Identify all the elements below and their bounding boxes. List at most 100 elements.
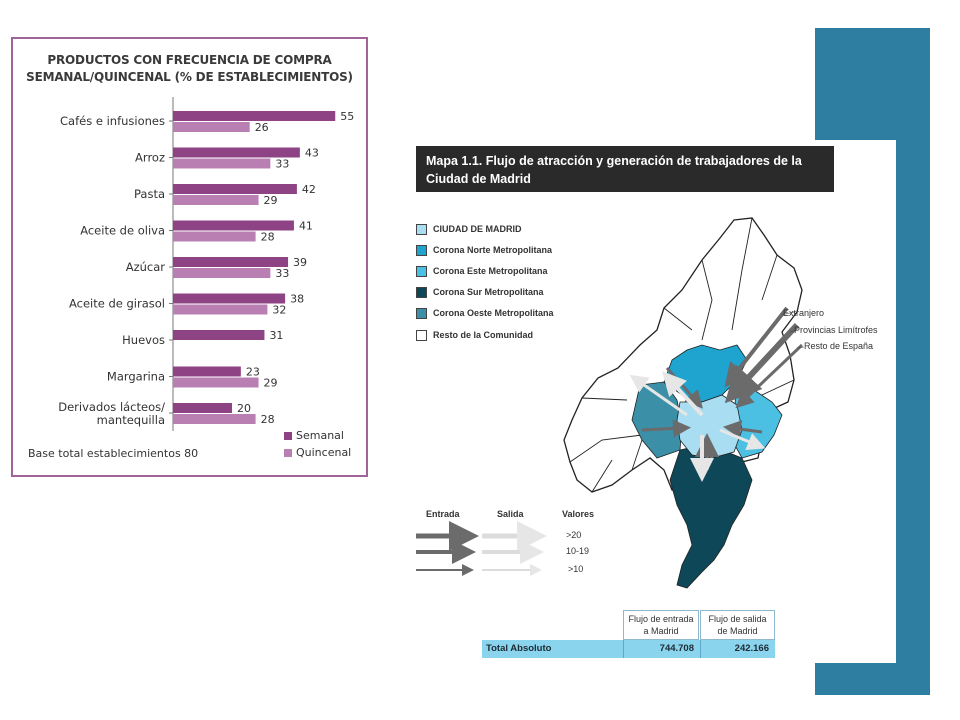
- table-header-salida-line-2: de Madrid: [717, 626, 758, 636]
- chart-bar-quincenal: [173, 122, 250, 132]
- chart-data-label: 41: [299, 220, 313, 233]
- arrow-entrada-oeste: [641, 419, 691, 438]
- flow-legend-entrada: Entrada: [426, 509, 460, 519]
- chart-category-label-line: Derivados lácteos/: [58, 400, 165, 414]
- chart-bar-quincenal: [173, 414, 256, 424]
- chart-bar-quincenal: [173, 231, 256, 242]
- flow-legend-value-2: 10-19: [566, 546, 590, 556]
- map-legend-norte: Corona Norte Metropolitana: [416, 245, 553, 257]
- chart-category-label-line: Azúcar: [126, 260, 166, 274]
- chart-bar-semanal: [173, 184, 297, 194]
- chart-data-label: 29: [264, 377, 278, 390]
- map-legend-sur-label: Corona Sur Metropolitana: [433, 287, 544, 297]
- chart-category-label: Arroz: [135, 151, 165, 165]
- bar-chart-panel: PRODUCTOS CON FRECUENCIA DE COMPRA SEMAN…: [11, 37, 368, 477]
- map-legend-oeste-label: Corona Oeste Metropolitana: [433, 308, 554, 318]
- table-header-salida-line-1: Flujo de salida: [708, 614, 767, 624]
- chart-data-label: 31: [269, 329, 283, 342]
- chart-bar-semanal: [173, 220, 294, 231]
- arrow-resto-espana: [735, 343, 804, 409]
- legend-semanal-label: Semanal: [296, 429, 344, 442]
- map-legend-ciudad: CIUDAD DE MADRID: [416, 224, 522, 236]
- chart-data-label: 38: [290, 293, 304, 306]
- flow-legend-valores: Valores: [562, 509, 595, 519]
- chart-bar-quincenal: [173, 268, 271, 278]
- map-legend-resto-label: Resto de la Comunidad: [433, 330, 534, 340]
- chart-data-label: 29: [264, 194, 278, 207]
- chart-category-label: Azúcar: [126, 260, 166, 274]
- map-legend-resto-swatch: [416, 330, 427, 342]
- chart-bar-quincenal: [173, 377, 259, 388]
- map-legend-ciudad-swatch: [416, 224, 427, 236]
- map-legend-sur: Corona Sur Metropolitana: [416, 287, 544, 299]
- chart-data-label: 32: [272, 304, 286, 317]
- chart-category-label-line: Aceite de girasol: [69, 297, 165, 311]
- map-legend-norte-swatch: [416, 245, 427, 257]
- chart-category-label-line: Margarina: [107, 370, 165, 384]
- map-panel: Mapa 1.1. Flujo de atracción y generació…: [402, 140, 896, 663]
- map-legend-sur-swatch: [416, 287, 427, 299]
- chart-category-label: Huevos: [122, 333, 165, 347]
- chart-data-label: 28: [261, 413, 275, 426]
- table-header-entrada-line-1: Flujo de entrada: [628, 614, 694, 624]
- label-extranjero: Extranjero: [783, 308, 825, 318]
- chart-bar-semanal: [173, 330, 265, 340]
- chart-category-label-line: Arroz: [135, 151, 165, 165]
- chart-title-line-2: SEMANAL/QUINCENAL (% DE ESTABLECIMIENTOS…: [26, 70, 353, 84]
- map-legend-oeste: Corona Oeste Metropolitana: [416, 308, 554, 320]
- arrow-salida-este: [719, 428, 766, 450]
- chart-title-line-1: PRODUCTOS CON FRECUENCIA DE COMPRA: [47, 53, 332, 67]
- table-row-label: Total Absoluto: [486, 643, 552, 654]
- map-legend-este-swatch: [416, 266, 427, 278]
- corona-sur-region: [669, 444, 753, 589]
- chart-data-label: 33: [275, 267, 289, 280]
- chart-category-label-line: mantequilla: [97, 413, 165, 427]
- flow-legend-salida: Salida: [497, 509, 524, 519]
- bar-chart: Cafés e infusiones 55 26 Arroz 43 33 Pasta 42 29…: [58, 97, 354, 431]
- chart-category-label: Aceite de girasol: [69, 297, 165, 311]
- table-value-entrada: 744.708: [623, 640, 700, 658]
- chart-data-label: 55: [340, 110, 354, 123]
- chart-bar-semanal: [173, 147, 300, 158]
- map-legend-oeste-swatch: [416, 308, 427, 320]
- chart-bar-semanal: [173, 111, 336, 121]
- chart-category-label: Pasta: [134, 187, 165, 201]
- madrid-map: [416, 217, 805, 589]
- chart-data-label: 33: [275, 158, 289, 171]
- chart-data-label: 42: [302, 183, 316, 196]
- label-resto-espana: Resto de España: [804, 341, 874, 351]
- chart-category-label-line: Huevos: [122, 333, 165, 347]
- chart-bar-quincenal: [173, 304, 268, 315]
- arrow-salida-noroeste: [629, 374, 688, 417]
- map-title-line-1: Mapa 1.1. Flujo de atracción y generació…: [426, 154, 802, 168]
- map-legend-este-label: Corona Este Metropolitana: [433, 266, 548, 276]
- chart-bar-semanal: [173, 257, 289, 267]
- table-header-salida: Flujo de salida de Madrid: [700, 610, 775, 640]
- municipal-boundaries: [569, 217, 795, 493]
- chart-category-label: Cafés e infusiones: [60, 114, 165, 128]
- ciudad-de-madrid-region: [676, 394, 743, 459]
- chart-category-label-line: Cafés e infusiones: [60, 114, 165, 128]
- arrow-provincias-limitrofes: [724, 322, 800, 404]
- chart-data-label: 20: [237, 402, 251, 415]
- map-legend-resto: Resto de la Comunidad: [416, 330, 534, 342]
- flow-legend-value-3: >10: [568, 564, 584, 574]
- flow-legend-value-1: >20: [566, 530, 582, 540]
- map-legend-norte-label: Corona Norte Metropolitana: [433, 245, 553, 255]
- chart-bar-semanal: [173, 403, 232, 413]
- legend-quincenal-label: Quincenal: [296, 446, 352, 459]
- chart-category-label: Margarina: [107, 370, 165, 384]
- chart-data-label: 39: [293, 256, 307, 269]
- table-value-salida: 242.166: [700, 640, 775, 658]
- table-row-total: Total Absoluto 744.708 242.166: [482, 640, 775, 658]
- map-legend-ciudad-label: CIUDAD DE MADRID: [433, 224, 522, 234]
- legend-quincenal: Quincenal: [284, 446, 351, 459]
- arrow-entrada-este: [723, 420, 763, 439]
- chart-bar-quincenal: [173, 158, 271, 169]
- chart-data-label: 23: [246, 366, 260, 379]
- chart-category-label: Aceite de oliva: [80, 224, 165, 238]
- chart-data-label: 28: [261, 231, 275, 244]
- chart-base-note: Base total establecimientos 80: [28, 447, 199, 460]
- label-provincias-limitrofes: Provincias Limítrofes: [794, 325, 878, 335]
- chart-bar-quincenal: [173, 195, 259, 205]
